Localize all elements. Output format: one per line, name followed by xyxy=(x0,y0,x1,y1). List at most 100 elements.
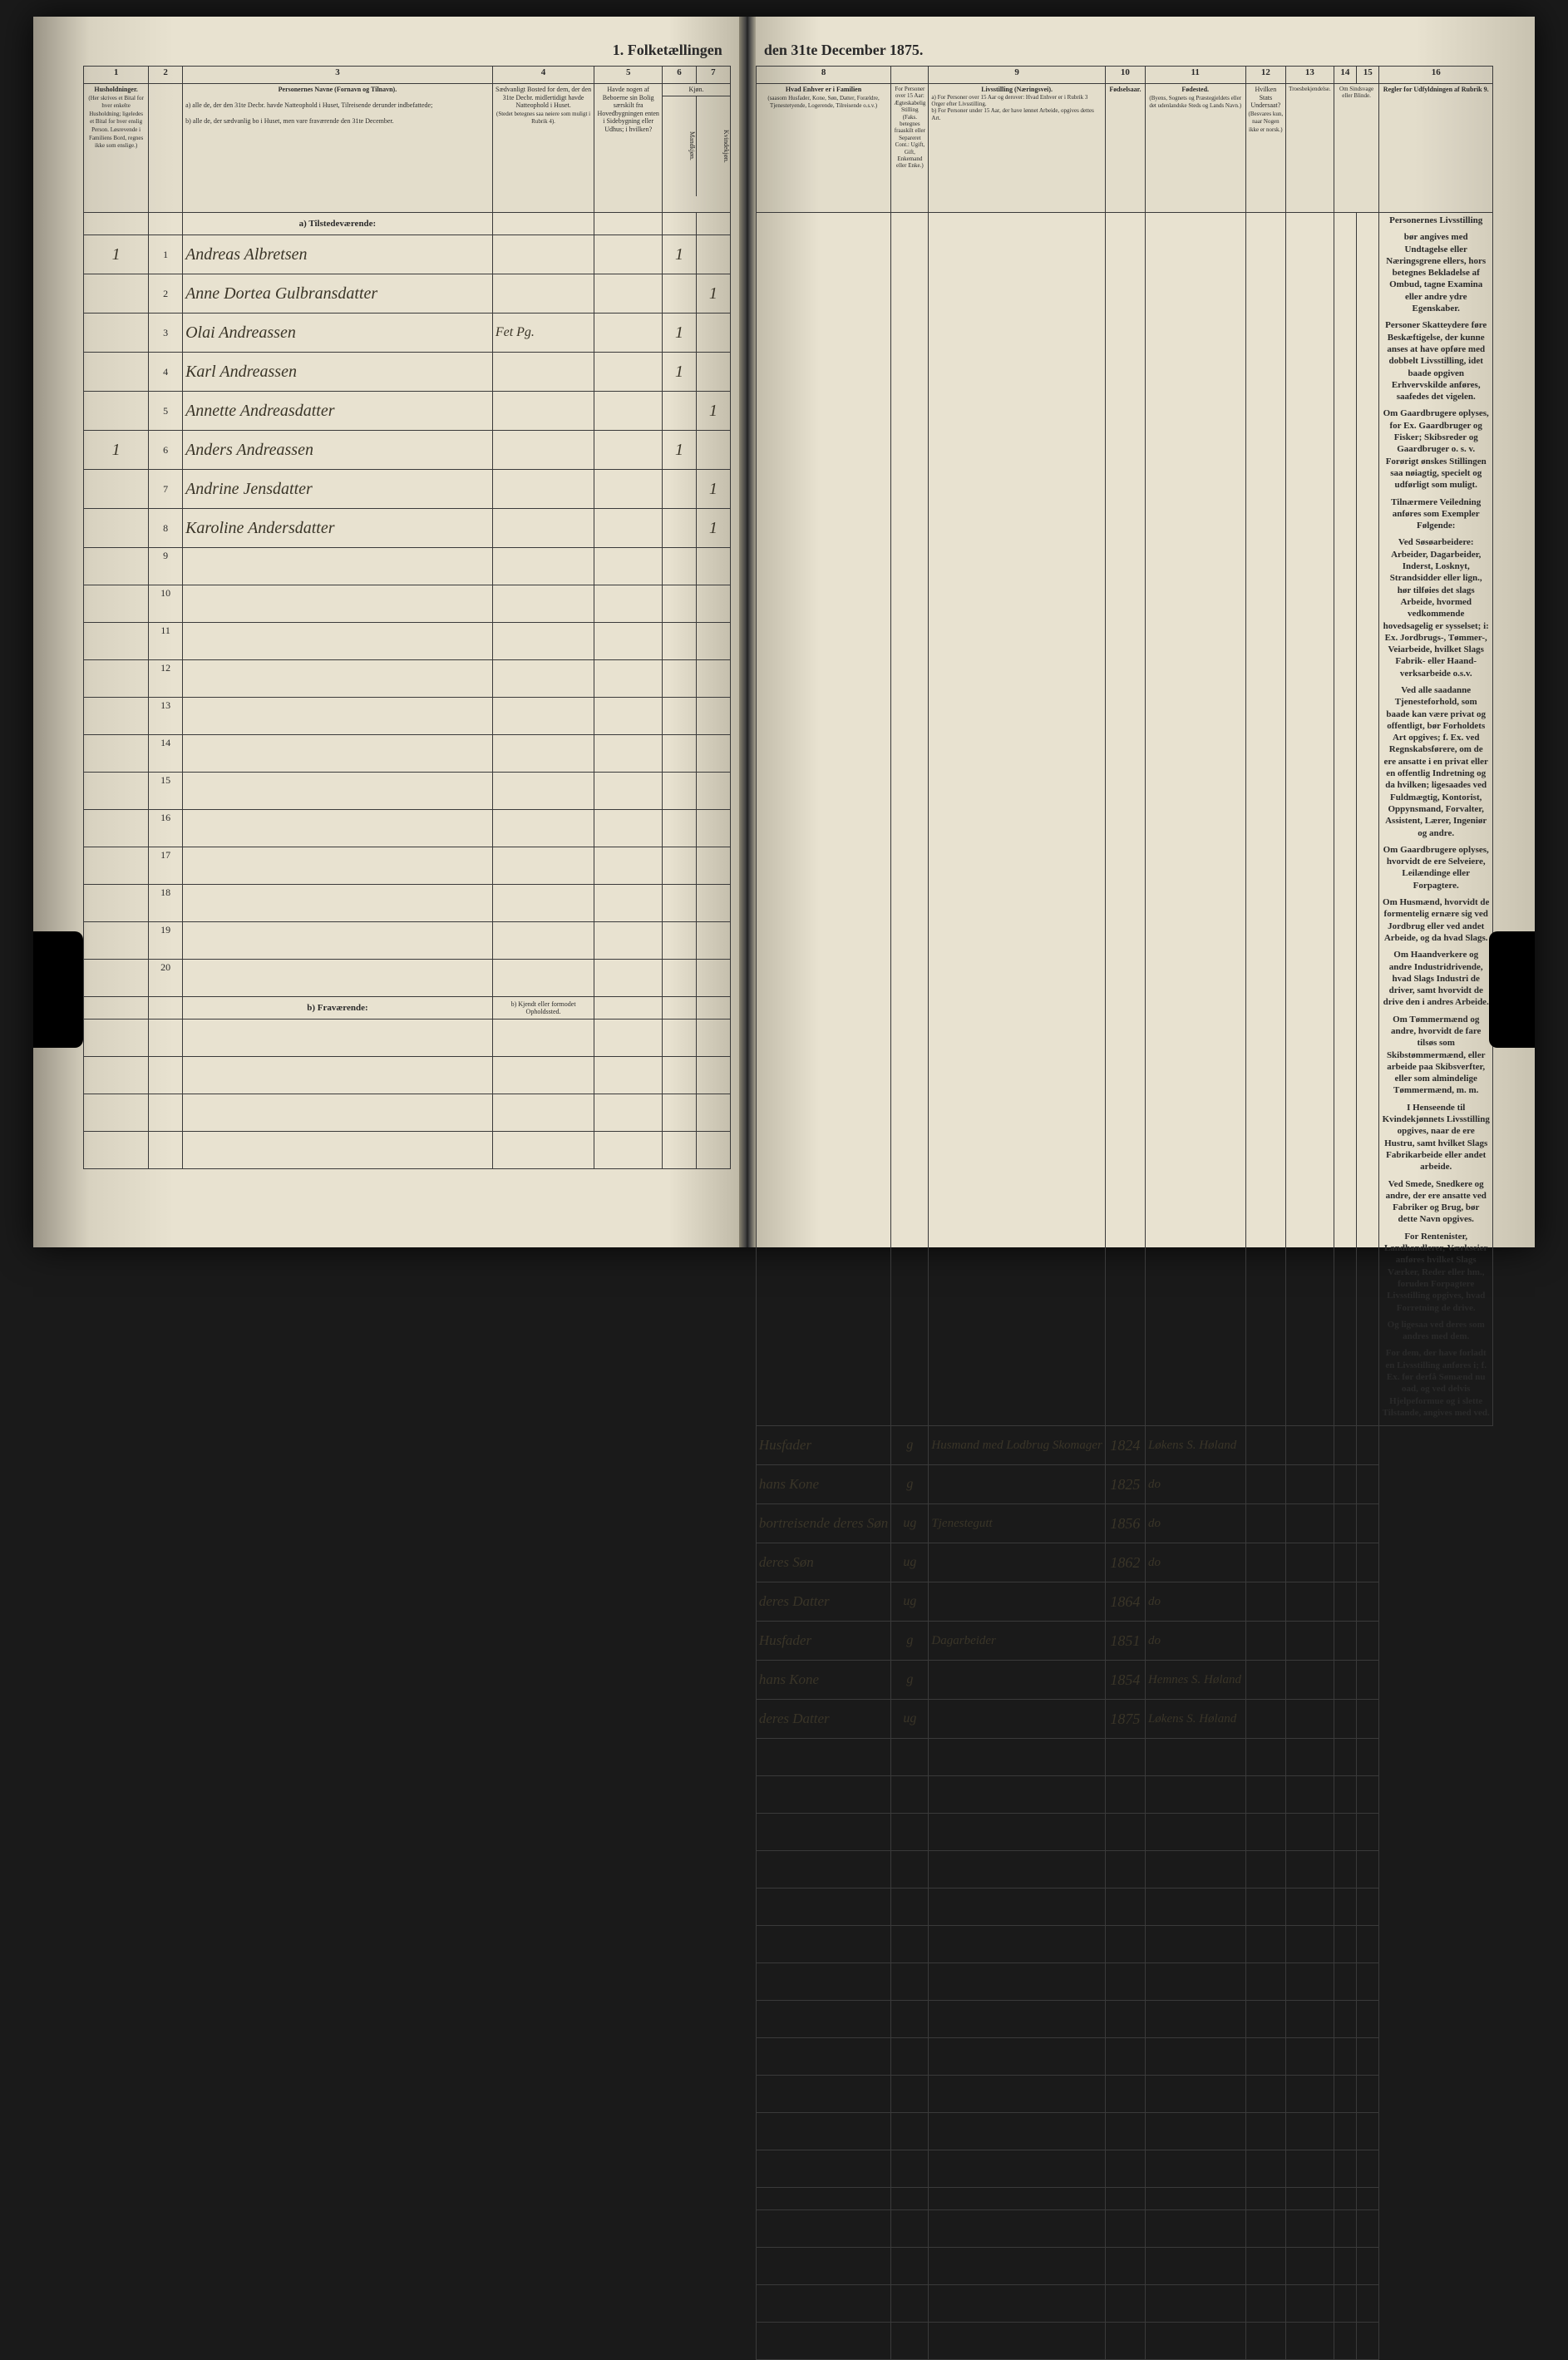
residence xyxy=(492,470,594,509)
column-number-row: 8 9 10 11 12 13 14 15 16 xyxy=(756,67,1492,84)
male: 1 xyxy=(663,314,697,353)
table-row: 19 xyxy=(84,922,731,960)
cell xyxy=(1357,1465,1379,1504)
table-row: 16 xyxy=(84,810,731,847)
col-num: 5 xyxy=(594,67,663,84)
cell xyxy=(1357,1622,1379,1661)
header-row: Husholdninger.(Her skrives et Bital for … xyxy=(84,84,731,213)
occupation xyxy=(929,1465,1105,1504)
birthplace: do xyxy=(1145,1465,1245,1504)
birth-year: 1825 xyxy=(1105,1465,1145,1504)
family-position: deres Datter xyxy=(756,1582,891,1622)
occupation: Tjenestegutt xyxy=(929,1504,1105,1543)
residence xyxy=(492,235,594,274)
female: 1 xyxy=(696,392,730,431)
table-row: 1 6 Anders Andreassen 1 xyxy=(84,431,731,470)
occupation xyxy=(929,1582,1105,1622)
household-num xyxy=(84,314,149,353)
cell xyxy=(594,274,663,314)
cell xyxy=(1245,1661,1286,1700)
marital-status: ug xyxy=(891,1543,929,1582)
marital-status: ug xyxy=(891,1582,929,1622)
person-num: 4 xyxy=(149,353,183,392)
male xyxy=(663,509,697,548)
female xyxy=(696,353,730,392)
female: 1 xyxy=(696,274,730,314)
person-name: Anders Andreassen xyxy=(183,431,493,470)
page-title-right: den 31te December 1875. xyxy=(756,42,1493,59)
header-c10: Fødselsaar. xyxy=(1105,84,1145,213)
header-c13: Troesbekjendelse. xyxy=(1286,84,1334,213)
cell xyxy=(1334,1504,1356,1543)
cell xyxy=(1245,1426,1286,1465)
cell xyxy=(594,431,663,470)
cell xyxy=(594,509,663,548)
table-row xyxy=(84,1132,731,1169)
family-position: Husfader xyxy=(756,1622,891,1661)
person-num: 5 xyxy=(149,392,183,431)
person-num: 2 xyxy=(149,274,183,314)
cell xyxy=(1286,1426,1334,1465)
person-num: 6 xyxy=(149,431,183,470)
left-page: 1. Folketællingen 1 2 3 4 5 6 7 Husholdn… xyxy=(33,17,739,1247)
table-row: 12 xyxy=(84,660,731,698)
table-row xyxy=(756,1963,1492,2001)
cell xyxy=(1245,1582,1286,1622)
person-name: Andreas Albretsen xyxy=(183,235,493,274)
header-row: Hvad Enhver er i Familien(saasom Husfade… xyxy=(756,84,1492,213)
person-num: 7 xyxy=(149,470,183,509)
header-c3: Personernes Navne (Fornavn og Tilnavn).a… xyxy=(183,84,493,213)
birth-year: 1854 xyxy=(1105,1661,1145,1700)
marital-status: g xyxy=(891,1661,929,1700)
female: 1 xyxy=(696,509,730,548)
residence xyxy=(492,274,594,314)
female: 1 xyxy=(696,470,730,509)
right-page: den 31te December 1875. 8 9 10 11 12 13 … xyxy=(739,17,1535,1247)
col-num: 9 xyxy=(929,67,1105,84)
person-num: 16 xyxy=(149,810,183,847)
person-num: 10 xyxy=(149,585,183,623)
family-position: hans Kone xyxy=(756,1465,891,1504)
cell xyxy=(1286,1661,1334,1700)
cell xyxy=(594,392,663,431)
person-num: 17 xyxy=(149,847,183,885)
table-row: 9 xyxy=(84,548,731,585)
table-row xyxy=(756,1888,1492,1926)
residence xyxy=(492,431,594,470)
cell xyxy=(1245,1700,1286,1739)
person-name: Andrine Jensdatter xyxy=(183,470,493,509)
cell xyxy=(1357,1543,1379,1582)
marital-status: g xyxy=(891,1465,929,1504)
person-num: 18 xyxy=(149,885,183,922)
person-num: 12 xyxy=(149,660,183,698)
cell xyxy=(1245,1465,1286,1504)
header-c2 xyxy=(149,84,183,213)
col-num: 7 xyxy=(696,67,730,84)
table-row: 17 xyxy=(84,847,731,885)
cell xyxy=(1286,1504,1334,1543)
cell xyxy=(594,353,663,392)
occupation xyxy=(929,1700,1105,1739)
cell xyxy=(1245,1543,1286,1582)
table-row xyxy=(756,2038,1492,2076)
male xyxy=(663,274,697,314)
household-num xyxy=(84,470,149,509)
header-c5: Havde nogen af Beboerne sin Bolig særski… xyxy=(594,84,663,213)
cell xyxy=(1334,1582,1356,1622)
col-num: 13 xyxy=(1286,67,1334,84)
table-row: Husfader g Dagarbeider 1851 do xyxy=(756,1622,1492,1661)
cell xyxy=(594,235,663,274)
female xyxy=(696,431,730,470)
table-row xyxy=(756,2248,1492,2285)
table-row: 7 Andrine Jensdatter 1 xyxy=(84,470,731,509)
header-c12: Hvilken Stats Undersaat?(Besvares kun, n… xyxy=(1245,84,1286,213)
cell xyxy=(1357,1700,1379,1739)
table-row: 20 xyxy=(84,960,731,997)
person-name: Anne Dortea Gulbransdatter xyxy=(183,274,493,314)
table-row: bortreisende deres Søn ug Tjenestegutt 1… xyxy=(756,1504,1492,1543)
col-num: 6 xyxy=(663,67,697,84)
table-row xyxy=(756,2150,1492,2188)
cell xyxy=(1286,1465,1334,1504)
person-num: 20 xyxy=(149,960,183,997)
household-num xyxy=(84,392,149,431)
